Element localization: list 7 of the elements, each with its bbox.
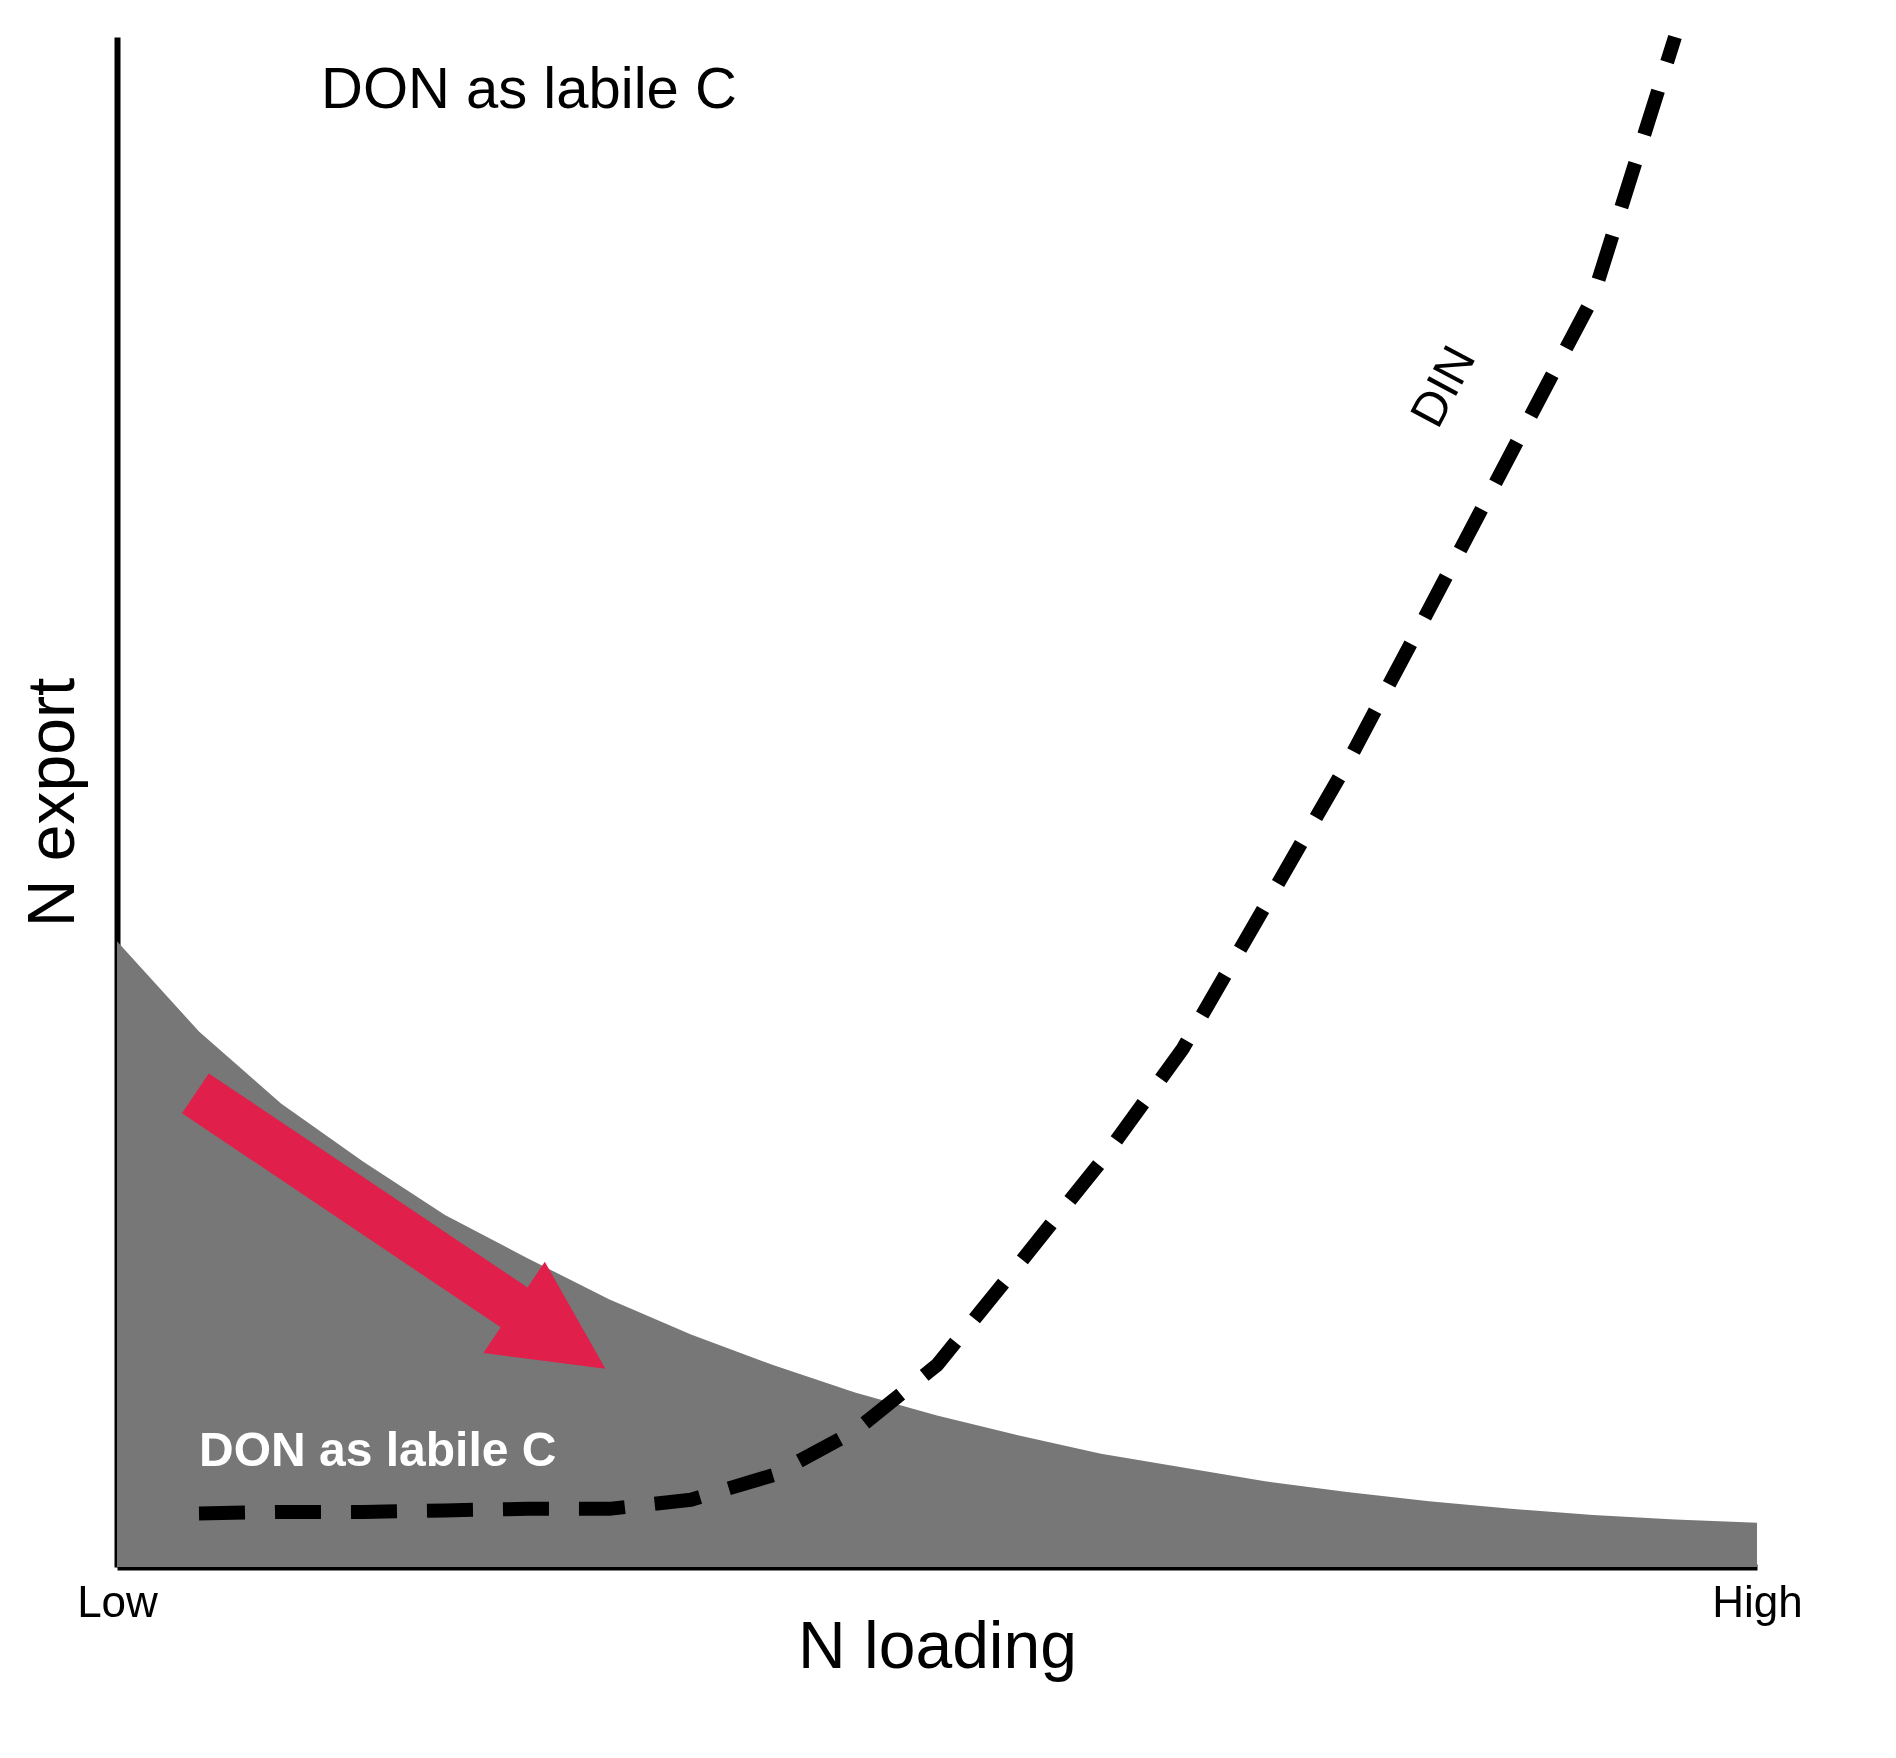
- x-tick-label: High: [1712, 1576, 1803, 1626]
- y-axis-title: N export: [13, 677, 88, 928]
- x-tick-label: Low: [77, 1576, 159, 1626]
- x-axis-title: N loading: [798, 1607, 1077, 1682]
- text: DIN: [1399, 337, 1486, 436]
- series-label: DON as labile C: [199, 1423, 557, 1477]
- chart-title: DON as labile C: [321, 54, 737, 120]
